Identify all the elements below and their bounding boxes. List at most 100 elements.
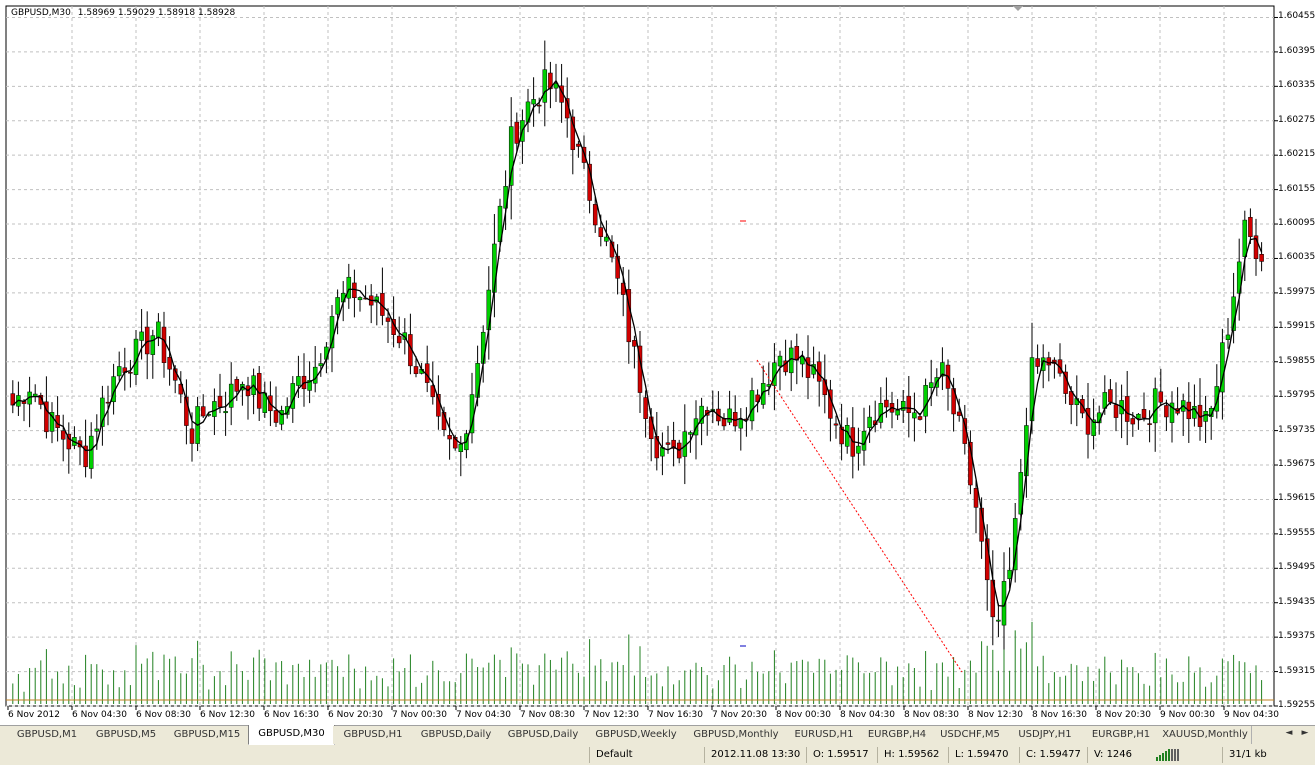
price-tick-label: 1.59375 bbox=[1278, 631, 1315, 642]
candle-bear bbox=[200, 406, 206, 417]
time-tick-label: 9 Nov 00:30 bbox=[1160, 710, 1215, 720]
time-tick-label: 7 Nov 00:30 bbox=[392, 710, 447, 720]
candle-bear bbox=[576, 143, 581, 147]
candle-bear bbox=[592, 204, 598, 226]
tab-gbpusd-daily[interactable]: GBPUSD,Daily bbox=[499, 726, 588, 744]
tab-scroll-left-icon[interactable]: ◄ bbox=[1285, 728, 1293, 738]
time-tick-label: 6 Nov 08:30 bbox=[136, 710, 191, 720]
candle-bear bbox=[1147, 423, 1152, 425]
candle-bear bbox=[1124, 396, 1130, 422]
price-tick-label: 1.60275 bbox=[1278, 114, 1315, 125]
candle-bear bbox=[665, 442, 671, 445]
candle-bull bbox=[749, 390, 755, 422]
candle-bear bbox=[217, 395, 223, 408]
candle-bear bbox=[783, 360, 788, 373]
chart-header: GBPUSD,M30 1.58969 1.59029 1.58918 1.589… bbox=[11, 8, 239, 18]
candle-bull bbox=[727, 408, 732, 423]
candle-bear bbox=[1248, 217, 1253, 237]
candle-bear bbox=[189, 428, 195, 444]
candle-bull bbox=[88, 435, 94, 469]
candle-bear bbox=[128, 372, 133, 374]
candle-bear bbox=[447, 435, 452, 440]
chart-tab-bar: GBPUSD,M1 GBPUSD,M5 GBPUSD,M15 GBPUSD,M30 GB… bbox=[0, 725, 1315, 746]
price-tick-label: 1.59975 bbox=[1278, 286, 1315, 297]
candlestick-chart-svg[interactable] bbox=[0, 0, 1315, 725]
time-tick-label: 7 Nov 04:30 bbox=[456, 710, 511, 720]
candle-bull bbox=[307, 380, 312, 391]
candle-bear bbox=[1164, 405, 1169, 418]
candle-bull bbox=[1152, 388, 1158, 424]
candle-bear bbox=[744, 418, 749, 421]
candle-bear bbox=[1259, 254, 1264, 262]
candle-bull bbox=[895, 409, 900, 416]
status-low: L: 1.59470 bbox=[948, 747, 1017, 763]
tab-eurgbp-h4[interactable]: EURGBP,H4 bbox=[861, 726, 934, 744]
tab-usdjpy-h1[interactable]: USDJPY,H1 bbox=[1007, 726, 1084, 744]
tab-xauusd-monthly[interactable]: XAUUSD,Monthly bbox=[1159, 726, 1252, 744]
tab-usdchf-m5[interactable]: USDCHF,M5 bbox=[933, 726, 1008, 744]
candle-bear bbox=[1046, 357, 1052, 366]
candle-bear bbox=[44, 401, 49, 433]
candle-bull bbox=[800, 356, 805, 365]
candle-bear bbox=[1035, 358, 1040, 367]
candle-bull bbox=[1208, 408, 1214, 417]
candle-bear bbox=[917, 416, 923, 420]
candle-bull bbox=[878, 403, 884, 423]
time-tick-label: 6 Nov 12:30 bbox=[200, 710, 255, 720]
candle-bull bbox=[1091, 419, 1096, 436]
candle-bull bbox=[458, 443, 464, 452]
candle-bear bbox=[1085, 407, 1091, 435]
tab-eurgbp-h1[interactable]: EURGBP,H1 bbox=[1083, 726, 1160, 744]
tab-gbpusd-m30[interactable]: GBPUSD,M30 bbox=[248, 725, 335, 745]
candle-bull bbox=[1136, 413, 1141, 419]
candle-bull bbox=[912, 412, 917, 419]
candle-bear bbox=[385, 317, 391, 322]
tab-gbpusd-monthly[interactable]: GBPUSD,Monthly bbox=[685, 726, 788, 744]
tab-scroll-right-icon[interactable]: ► bbox=[1301, 728, 1309, 738]
price-tick-label: 1.59855 bbox=[1278, 355, 1315, 366]
candle-bull bbox=[212, 401, 217, 417]
tab-gbpusd-m1[interactable]: GBPUSD,M1 bbox=[8, 726, 87, 744]
price-chart[interactable]: GBPUSD,M30 1.58969 1.59029 1.58918 1.589… bbox=[0, 0, 1315, 725]
price-tick-label: 1.59255 bbox=[1278, 700, 1315, 710]
candle-bull bbox=[150, 335, 156, 355]
time-tick-label: 8 Nov 12:30 bbox=[968, 710, 1023, 720]
status-high: H: 1.59562 bbox=[877, 747, 946, 763]
price-tick-label: 1.60455 bbox=[1278, 11, 1315, 22]
chart-shift-marker[interactable] bbox=[1013, 6, 1023, 11]
candle-bear bbox=[643, 397, 648, 419]
tab-gbpusd-weekly[interactable]: GBPUSD,Weekly bbox=[587, 726, 686, 744]
price-tick-label: 1.59915 bbox=[1278, 321, 1315, 332]
status-open: O: 1.59517 bbox=[806, 747, 875, 763]
candle-bear bbox=[1253, 235, 1259, 259]
status-profile: Default bbox=[589, 747, 696, 763]
time-tick-label: 8 Nov 08:30 bbox=[904, 710, 959, 720]
candle-bull bbox=[357, 297, 363, 301]
tab-gbpusd-m15[interactable]: GBPUSD,M15 bbox=[166, 726, 249, 744]
time-tick-label: 9 Nov 04:30 bbox=[1224, 710, 1279, 720]
candle-bull bbox=[1242, 219, 1248, 257]
candle-bear bbox=[514, 121, 520, 144]
candle-bear bbox=[671, 439, 676, 449]
candle-bear bbox=[906, 395, 912, 413]
candle-bull bbox=[318, 363, 324, 367]
candle-bull bbox=[335, 297, 340, 315]
candle-bull bbox=[296, 376, 301, 386]
candle-bull bbox=[374, 296, 380, 303]
candle-bear bbox=[452, 436, 458, 449]
tab-gbpusd-m5[interactable]: GBPUSD,M5 bbox=[86, 726, 167, 744]
candle-bull bbox=[844, 425, 850, 447]
tab-eurusd-h1[interactable]: EURUSD,H1 bbox=[787, 726, 862, 744]
candle-bull bbox=[312, 366, 318, 384]
time-tick-label: 7 Nov 20:30 bbox=[712, 710, 767, 720]
candle-bear bbox=[144, 326, 150, 355]
price-tick-label: 1.60395 bbox=[1278, 45, 1315, 56]
price-tick-label: 1.60335 bbox=[1278, 80, 1315, 91]
candle-bull bbox=[688, 432, 693, 435]
time-tick-label: 6 Nov 16:30 bbox=[264, 710, 319, 720]
candle-bull bbox=[1236, 261, 1242, 294]
tab-gbpusd-daily[interactable]: GBPUSD,Daily bbox=[413, 726, 500, 744]
candle-bull bbox=[604, 236, 609, 242]
candle-bull bbox=[699, 405, 704, 424]
tab-gbpusd-h1[interactable]: GBPUSD,H1 bbox=[333, 726, 414, 744]
